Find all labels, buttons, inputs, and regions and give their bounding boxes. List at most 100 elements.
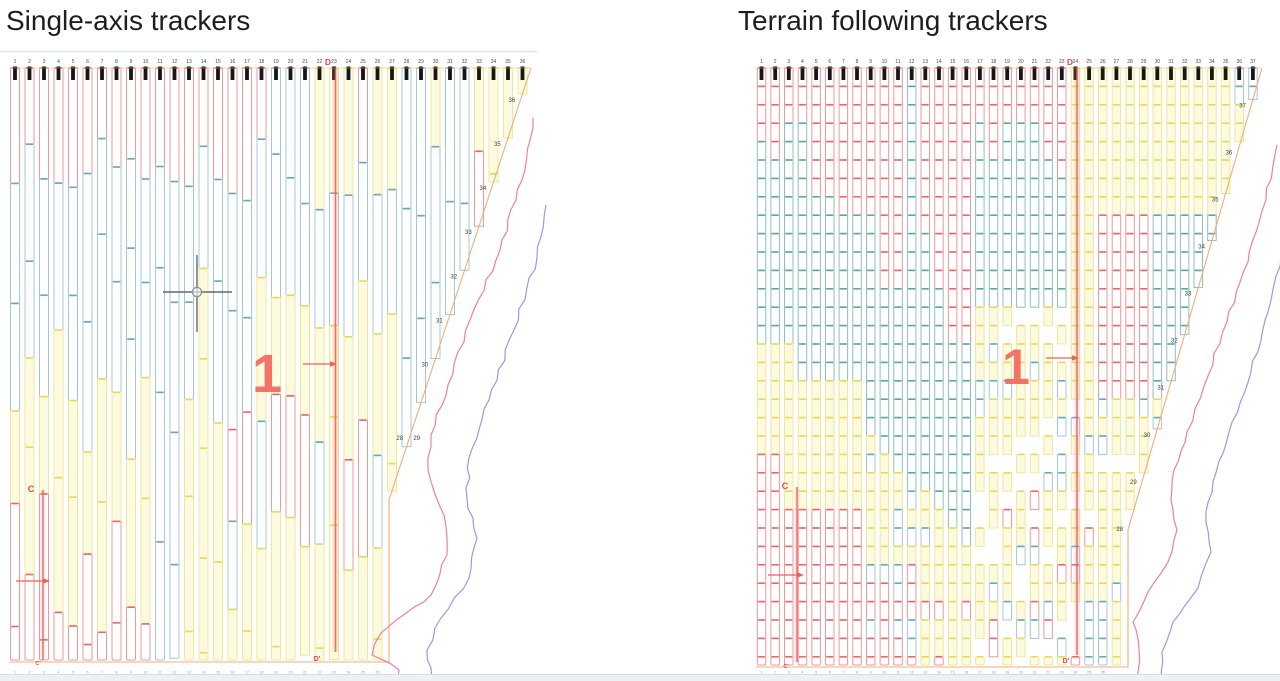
tracker-cell — [1057, 288, 1067, 308]
tracker-cell — [879, 361, 890, 382]
tracker-cell — [1098, 582, 1108, 603]
tracker-cell — [140, 282, 151, 379]
bottom-column-number: 21 — [303, 671, 307, 675]
tracker-cell — [852, 398, 862, 419]
column-number: 34 — [1209, 59, 1215, 65]
tracker-cell — [770, 509, 780, 529]
tracker-cell — [1029, 619, 1040, 639]
tracker-cell — [1166, 196, 1176, 216]
tracker-cell — [1179, 159, 1190, 179]
tracker-cell — [82, 67, 93, 174]
tracker-cell — [271, 511, 281, 647]
tracker-cell — [756, 490, 767, 511]
tracker-columns — [756, 67, 1258, 666]
tracker-cell — [852, 269, 862, 290]
tracker-cell — [825, 527, 835, 547]
tracker-cell — [961, 656, 971, 666]
tracker-cell — [358, 419, 368, 558]
bottom-column-number: 15 — [216, 671, 220, 675]
bottom-column-number: 24 — [1073, 671, 1077, 675]
tracker-cell — [784, 564, 794, 584]
tracker-cell — [111, 520, 122, 624]
tracker-cell — [756, 472, 767, 492]
tracker-cell — [68, 294, 78, 401]
tracker-cell — [770, 177, 780, 198]
column-number: 8 — [115, 59, 118, 65]
tracker-cell — [770, 435, 780, 455]
tracker-cell — [82, 644, 93, 661]
tracker-cell — [770, 380, 780, 400]
tracker-cell — [770, 159, 780, 179]
tracker-cell — [1043, 269, 1053, 290]
tracker-cell — [947, 472, 958, 492]
tracker-cell — [1111, 472, 1122, 492]
column-number: 11 — [157, 59, 162, 65]
tracker-cell — [920, 564, 930, 584]
tracker-cell — [866, 104, 876, 124]
tracker-cell — [879, 343, 890, 363]
tracker-cell — [975, 343, 985, 363]
tracker-cell — [756, 380, 767, 400]
tracker-cell — [1125, 196, 1135, 216]
tracker-cell — [1057, 453, 1067, 474]
panel-title-terrain-following: Terrain following trackers — [738, 5, 1048, 36]
tracker-cell — [1029, 141, 1040, 161]
tracker-cell — [975, 417, 985, 437]
tracker-cell — [825, 417, 835, 437]
tracker-cell — [1098, 361, 1108, 382]
edge-row-number: 31 — [436, 318, 443, 324]
tracker-cell — [988, 288, 999, 308]
tracker-cell — [920, 269, 930, 290]
tracker-cell — [1125, 269, 1135, 290]
tracker-cell — [947, 325, 958, 345]
tracker-cell — [866, 490, 876, 511]
tracker-cell — [770, 490, 780, 511]
tracker-cell — [1152, 104, 1163, 124]
tracker-cell — [1179, 177, 1190, 198]
section-arrowhead-d — [1072, 355, 1079, 361]
tracker-cell — [770, 196, 780, 216]
tracker-cell — [961, 343, 971, 363]
tracker-cell — [285, 67, 296, 179]
tracker-cell — [1152, 196, 1163, 216]
tracker-cell — [1002, 159, 1012, 179]
tracker-cell — [756, 214, 767, 235]
tracker-cell — [920, 159, 930, 179]
tracker-cell — [343, 569, 354, 661]
tracker-cell — [770, 85, 780, 106]
pile-tick — [1087, 66, 1091, 80]
pile-tick — [288, 66, 293, 80]
tracker-cell — [811, 453, 821, 474]
bottom-column-number: 23 — [332, 671, 336, 675]
tracker-cell — [811, 545, 821, 566]
tracker-cell — [879, 85, 890, 106]
tracker-cell — [1029, 85, 1040, 106]
tracker-cell — [784, 177, 794, 198]
tracker-cell — [756, 325, 767, 345]
tracker-cell — [825, 656, 835, 666]
tracker-cell — [866, 269, 876, 290]
tracker-cell — [1029, 398, 1040, 419]
tracker-cell — [39, 178, 49, 296]
tracker-cell — [155, 166, 165, 269]
edge-row-number: 35 — [494, 142, 501, 148]
tracker-cell — [1166, 85, 1176, 106]
tracker-cell — [756, 435, 767, 455]
pile-tick — [462, 66, 467, 80]
tracker-cell — [947, 306, 958, 327]
tracker-cell — [797, 269, 808, 290]
tracker-cell — [975, 527, 985, 547]
tracker-cell — [784, 141, 794, 161]
tracker-cell — [838, 85, 849, 106]
tracker-cell — [756, 269, 767, 290]
bottom-column-number: 11 — [158, 671, 162, 675]
tracker-cell — [852, 288, 862, 308]
edge-row-number: 34 — [480, 186, 487, 192]
tracker-cell — [797, 398, 808, 419]
bottom-column-number: 19 — [274, 671, 278, 675]
tracker-cell — [1084, 398, 1094, 419]
tracker-cell — [358, 280, 368, 421]
tracker-cell — [879, 214, 890, 235]
tracker-cell — [184, 399, 194, 497]
